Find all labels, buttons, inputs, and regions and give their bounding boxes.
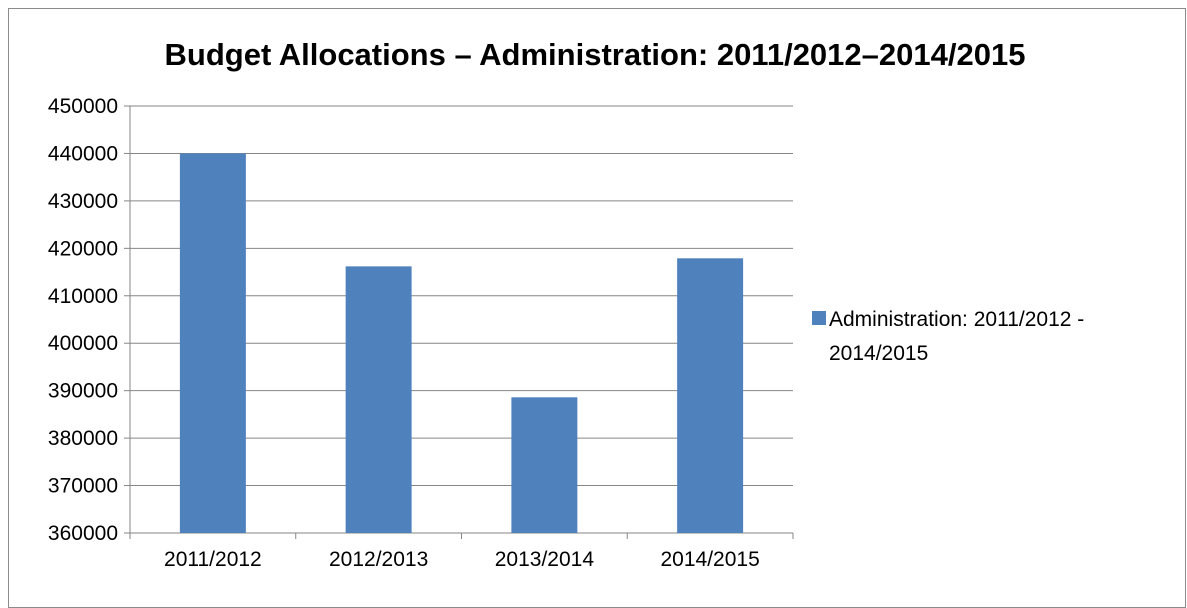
- y-axis-tick-label: 390000: [48, 380, 118, 403]
- x-axis-tick-label: 2014/2015: [660, 548, 759, 571]
- y-axis-tick-label: 380000: [48, 427, 118, 450]
- chart-title: Budget Allocations – Administration: 201…: [165, 37, 1026, 72]
- bar-2014-2015: [677, 258, 744, 533]
- y-axis-tick-label: 400000: [48, 332, 118, 355]
- y-axis-tick-label: 430000: [48, 190, 118, 213]
- x-axis-tick-label: 2013/2014: [495, 548, 595, 571]
- y-axis-tick-label: 440000: [48, 142, 118, 165]
- legend-swatch: [812, 311, 826, 325]
- x-axis-tick-labels: 2011/2012 2012/2013 2013/2014 2014/2015: [164, 548, 760, 571]
- bar-2012-2013: [345, 266, 412, 533]
- bars: [179, 153, 744, 533]
- legend-label-line-1: Administration: 2011/2012 -: [829, 308, 1084, 331]
- y-axis-tick-label: 370000: [48, 475, 118, 498]
- x-axis-tick-label: 2011/2012: [164, 548, 262, 571]
- y-axis-tick-label: 450000: [48, 95, 118, 118]
- y-axis-tick-labels: 360000 370000 380000 390000 400000 410000 4200…: [48, 95, 118, 545]
- bar-chart: Budget Allocations – Administration: 201…: [48, 37, 1084, 571]
- y-axis-tick-label: 410000: [48, 285, 118, 308]
- legend-label-line-2: 2014/2015: [829, 342, 928, 365]
- x-axis-tick-label: 2012/2013: [329, 548, 428, 571]
- legend: Administration: 2011/2012 - 2014/2015: [812, 308, 1084, 365]
- bar-2011-2012: [179, 153, 246, 533]
- y-axis-tick-label: 360000: [48, 522, 118, 545]
- bar-2013-2014: [511, 397, 578, 533]
- y-axis-tick-label: 420000: [48, 237, 118, 260]
